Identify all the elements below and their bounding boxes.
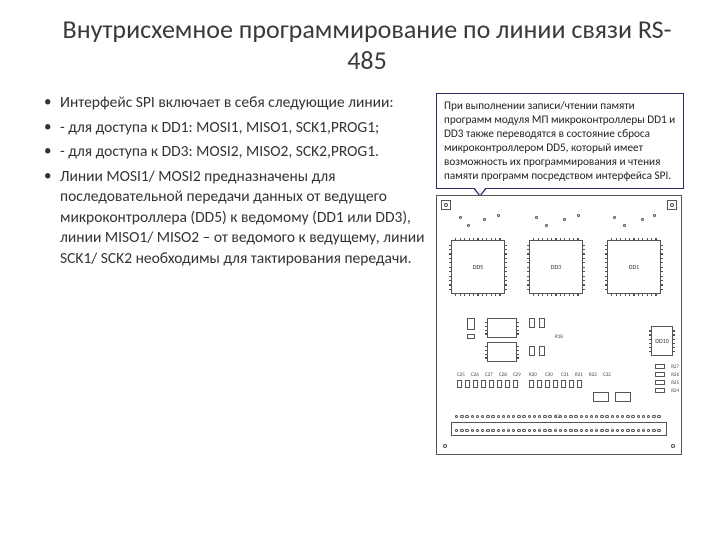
bullet-item: - для доступа к DD1: MOSI1, MISO1, SCK1,… bbox=[44, 118, 426, 138]
slide: Внутрисхемное программирование по линии … bbox=[0, 0, 720, 540]
pcb-label: R21 bbox=[575, 372, 583, 378]
pcb-label: R26 bbox=[671, 372, 679, 378]
pcb-label: C26 bbox=[471, 372, 479, 378]
chip-label: DD1 bbox=[629, 263, 639, 271]
pcb-diagram: DD5 DD3 DD1 bbox=[436, 195, 682, 455]
pcb-label: C27 bbox=[485, 372, 493, 378]
chip-small bbox=[487, 342, 517, 362]
chip-label: DD5 bbox=[473, 263, 483, 271]
right-column: При выполнении записи/чтении памяти прог… bbox=[436, 93, 684, 455]
pcb-label: R25 bbox=[671, 380, 679, 386]
bullet-item: Интерфейс SPI включает в себя следующие … bbox=[44, 93, 426, 113]
pcb-label: R20 bbox=[529, 372, 537, 378]
bullet-item: - для доступа к DD3: MOSI2, MISO2, SCK2,… bbox=[44, 142, 426, 162]
pcb-label: C31 bbox=[561, 372, 569, 378]
chip-label: DD10 bbox=[655, 337, 668, 345]
pcb-label: R24 bbox=[671, 388, 679, 394]
bullet-list: Интерфейс SPI включает в себя следующие … bbox=[44, 93, 426, 269]
bullet-item: Линии MOSI1/ MOSI2 предназначены для пос… bbox=[44, 167, 426, 269]
slide-title: Внутрисхемное программирование по линии … bbox=[44, 14, 690, 75]
callout-box: При выполнении записи/чтении памяти прог… bbox=[436, 93, 684, 189]
pcb-label: R18 bbox=[555, 334, 563, 340]
pcb-label: C25 bbox=[457, 372, 465, 378]
chip-dd5: DD5 bbox=[451, 240, 505, 294]
pcb-label: C28 bbox=[499, 372, 507, 378]
pcb-label: C32 bbox=[603, 372, 611, 378]
chip-small bbox=[487, 318, 517, 338]
chip-dd1: DD1 bbox=[607, 240, 661, 294]
pcb-label: C29 bbox=[513, 372, 521, 378]
chip-dd3: DD3 bbox=[529, 240, 583, 294]
content-columns: Интерфейс SPI включает в себя следующие … bbox=[44, 93, 690, 455]
left-column: Интерфейс SPI включает в себя следующие … bbox=[44, 93, 426, 273]
pcb-label: C30 bbox=[545, 372, 553, 378]
pcb-label: R22 bbox=[589, 372, 597, 378]
chip-dd10: DD10 bbox=[651, 326, 673, 356]
pcb-label: R27 bbox=[671, 364, 679, 370]
chip-label: DD3 bbox=[551, 263, 561, 271]
